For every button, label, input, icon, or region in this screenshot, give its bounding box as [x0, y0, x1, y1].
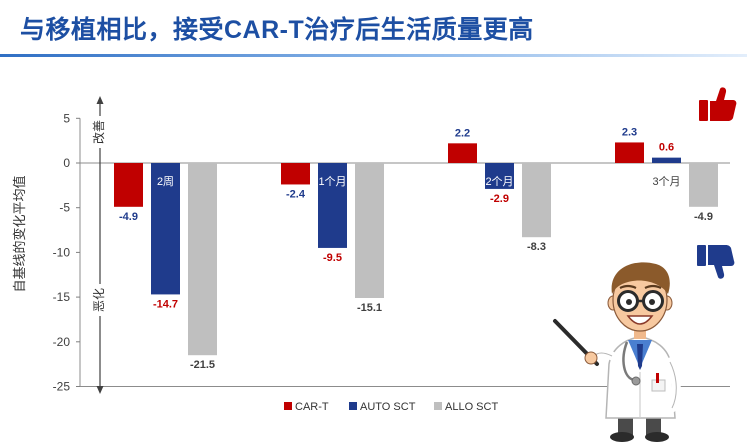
bar-car-t-3 — [448, 143, 477, 163]
thumbs-down-icon — [697, 245, 735, 279]
data-label-car-t: 2.2 — [455, 127, 470, 139]
doctor-leg-left — [618, 414, 633, 436]
doctor-pupil-left — [626, 299, 632, 305]
doctor-shoe-right — [645, 432, 669, 442]
doctor-eyebrow-left — [619, 284, 637, 289]
bar-auto-sct-2 — [318, 163, 347, 248]
page-title: 与移植相比，接受CAR-T治疗后生活质量更高 — [20, 16, 534, 44]
bar-allo-sct-4 — [689, 163, 718, 207]
y-tick-label: -10 — [53, 245, 71, 259]
data-label-allo-sct: -4.9 — [694, 211, 713, 223]
y-tick-label: -20 — [53, 335, 71, 349]
thumbs-up-hand — [710, 87, 737, 121]
y-tick-label: -25 — [53, 380, 71, 394]
data-label-allo-sct: -15.1 — [357, 302, 382, 314]
category-labels: 2周 1个月 2个月 3个月 — [157, 175, 681, 188]
data-label-auto-sct: -14.7 — [153, 298, 178, 310]
stethoscope-tube — [622, 341, 635, 382]
doctor-hair — [611, 262, 670, 294]
bar-car-t-2 — [281, 163, 310, 185]
data-label-allo-sct: -21.5 — [190, 359, 215, 371]
doctor-illustration — [553, 262, 681, 442]
legend-label-car-t: CAR-T — [295, 401, 329, 413]
title-underline — [0, 54, 747, 57]
category-label: 3个月 — [652, 175, 680, 188]
improve-label: 改善 — [91, 120, 106, 144]
bar-allo-sct-3 — [522, 163, 551, 238]
thumbs-down-cuff — [697, 245, 706, 266]
worsen-label-bg — [93, 284, 108, 316]
doctor-arm-right-outline — [669, 361, 677, 409]
bar-auto-sct-1 — [151, 163, 180, 295]
arrow-head-down — [96, 386, 104, 394]
legend: CAR-T AUTO SCT ALLO SCT — [284, 401, 498, 413]
doctor-leg-right — [646, 414, 661, 436]
data-label-allo-sct: -8.3 — [527, 241, 546, 253]
doctor-shoe-left — [610, 432, 634, 442]
bar-auto-sct-3 — [485, 163, 514, 189]
thumbs-up-cuff — [699, 100, 708, 121]
y-tick-label: -15 — [53, 290, 71, 304]
data-label-car-t: -4.9 — [119, 211, 138, 223]
category-label: 2个月 — [485, 175, 513, 188]
data-label-auto-sct: -2.9 — [490, 193, 509, 205]
data-labels: -4.9 -14.7 -21.5 -2.4 -9.5 -15.1 2.2 -2.9 -8.3 2.… — [119, 126, 713, 371]
y-ticks: 5 0 -5 -10 -15 -20 -25 — [53, 111, 80, 394]
doctor-mouth — [626, 315, 654, 325]
stethoscope-head — [631, 376, 641, 386]
data-label-car-t: 2.3 — [622, 126, 637, 138]
legend-label-allo-sct: ALLO SCT — [445, 401, 498, 413]
doctor-pupil-right — [649, 299, 655, 305]
doctor-tie — [637, 344, 643, 370]
bars — [114, 142, 718, 356]
thumbs-up-icon — [699, 87, 737, 121]
bar-auto-sct-4 — [652, 157, 681, 163]
y-tick-label: 0 — [63, 156, 70, 170]
legend-label-auto-sct: AUTO SCT — [360, 401, 416, 413]
bar-car-t-4 — [615, 142, 644, 163]
doctor-hand — [584, 351, 598, 365]
arrow-head-up — [96, 96, 104, 104]
data-label-car-t: -2.4 — [286, 188, 306, 200]
improve-label-bg — [93, 116, 108, 148]
direction-arrow: 改善 恶化 — [91, 96, 108, 394]
bar-allo-sct-2 — [355, 163, 384, 298]
legend-swatch-allo-sct — [434, 402, 442, 410]
y-tick-label: 5 — [63, 111, 70, 125]
worsen-label: 恶化 — [92, 288, 106, 312]
y-tick-label: -5 — [59, 201, 70, 215]
legend-swatch-auto-sct — [349, 402, 357, 410]
bar-car-t-1 — [114, 163, 143, 207]
data-label-auto-sct: -9.5 — [323, 252, 342, 264]
bar-allo-sct-1 — [188, 163, 217, 356]
data-label-auto-sct: 0.6 — [659, 142, 674, 154]
thumbs-down-hand — [708, 245, 735, 279]
category-label: 2周 — [157, 175, 174, 188]
doctor-pen — [656, 373, 659, 383]
legend-swatch-car-t — [284, 402, 292, 410]
y-axis-label: 自基线的变化平均值 — [12, 175, 27, 292]
category-label: 1个月 — [318, 175, 346, 188]
doctor-eyebrow-right — [644, 284, 662, 289]
